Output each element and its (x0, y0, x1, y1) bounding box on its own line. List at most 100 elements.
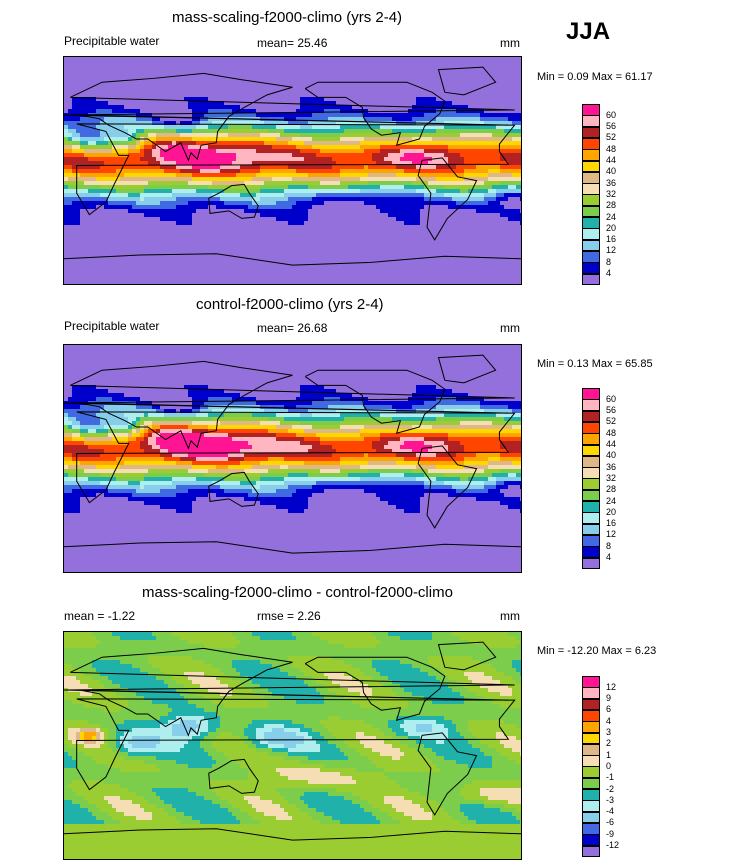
panel1-minmax-label: Min = 0.09 Max = 61.17 (537, 71, 653, 83)
panel3-map (63, 631, 522, 860)
panel1-units-label: mm (500, 36, 520, 50)
colorbar-tick-label: 16 (606, 234, 617, 245)
colorbar-box (582, 183, 600, 195)
colorbar-tick-label: 12 (606, 681, 617, 692)
colorbar-box (582, 534, 600, 547)
colorbar-tick-label: 0 (606, 760, 612, 771)
panel1-left-label: Precipitable water (64, 34, 160, 48)
panel2-mean-label: mean= 26.68 (257, 321, 328, 335)
colorbar-tick-label: -6 (606, 817, 615, 828)
colorbar-tick-label: 2 (606, 738, 612, 749)
colorbar-tick-label: 56 (606, 121, 617, 132)
colorbar-box (582, 115, 600, 128)
coastline (64, 541, 521, 554)
colorbar-box (582, 433, 600, 445)
coastline (76, 698, 516, 791)
colorbar-box (582, 467, 600, 479)
coastline (76, 123, 516, 216)
colorbar-tick-label: -3 (606, 794, 615, 805)
colorbar-box (582, 421, 600, 434)
panel1-mean-label: mean= 25.46 (257, 36, 328, 50)
colorbar-tick-label: 36 (606, 177, 617, 188)
colorbar-tick-label: 8 (606, 540, 612, 551)
coastline (437, 66, 497, 96)
colorbar-tick-label: 48 (606, 143, 617, 154)
panel3-units-label: mm (500, 609, 520, 623)
colorbar-box (582, 523, 600, 536)
colorbar-box (582, 512, 600, 525)
colorbar-tick-label: 20 (606, 222, 617, 233)
colorbar-tick-label: 4 (606, 268, 612, 278)
panel1-map (63, 56, 522, 285)
coastline (64, 253, 521, 266)
colorbar-tick-label: 56 (606, 405, 617, 416)
colorbar-box (582, 489, 600, 502)
colorbar-box (582, 755, 600, 767)
coastline (64, 360, 515, 450)
colorbar-tick-label: 40 (606, 166, 617, 177)
panel2-map-svg (64, 345, 521, 572)
coastline (208, 471, 259, 507)
colorbar-tick-label: 4 (606, 715, 612, 726)
colorbar-box (582, 205, 600, 218)
colorbar-tick-label: -12 (606, 840, 620, 850)
colorbar-box (582, 766, 600, 779)
coastline (76, 411, 516, 504)
colorbar-box (582, 822, 600, 835)
coastline (437, 354, 497, 384)
colorbar-tick-label: 60 (606, 393, 617, 404)
colorbar-tick-label: -1 (606, 772, 615, 783)
colorbar-box (582, 160, 600, 173)
coastline (64, 72, 515, 162)
colorbar-tick-label: 12 (606, 245, 617, 256)
colorbar-tick-label: 24 (606, 211, 617, 222)
colorbar-box (582, 546, 600, 558)
colorbar-tick-label: 3 (606, 727, 612, 737)
colorbar-tick-label: 48 (606, 427, 617, 438)
colorbar-box (582, 239, 600, 252)
panel3-mean-label: mean = -1.22 (64, 609, 136, 623)
colorbar-box (582, 676, 600, 688)
coastline (417, 157, 478, 241)
colorbar-tick-label: 12 (606, 529, 617, 540)
coastline (208, 183, 259, 219)
colorbar-tick-label: 40 (606, 450, 617, 461)
coastline (208, 758, 259, 794)
colorbar-box (582, 698, 600, 711)
colorbar-box (582, 721, 600, 733)
panel1-map-svg (64, 57, 521, 284)
colorbar-tick-label: 52 (606, 416, 617, 427)
panel2-units-label: mm (500, 321, 520, 335)
colorbar-tick-label: 24 (606, 495, 617, 506)
colorbar-box (582, 126, 600, 139)
colorbar-box (582, 687, 600, 700)
colorbar-box (582, 388, 600, 400)
colorbar-box (582, 478, 600, 491)
colorbar-box (582, 732, 600, 745)
colorbar-tick-label: 44 (606, 155, 617, 165)
colorbar-tick-label: 36 (606, 461, 617, 472)
colorbar-box (582, 149, 600, 161)
panel2-title: control-f2000-climo (yrs 2-4) (196, 296, 384, 313)
colorbar-box (582, 800, 600, 813)
colorbar-box (582, 262, 600, 274)
panel2-minmax-label: Min = 0.13 Max = 65.85 (537, 358, 653, 370)
colorbar-tick-label: 8 (606, 256, 612, 267)
coastline (417, 445, 478, 529)
colorbar-box (582, 501, 600, 513)
coastline (304, 656, 446, 722)
coastline (64, 647, 515, 737)
panel3-title: mass-scaling-f2000-climo - control-f2000… (142, 584, 453, 601)
colorbar-tick-label: 32 (606, 472, 617, 483)
colorbar-tick-label: 60 (606, 109, 617, 120)
coastline (417, 732, 478, 816)
colorbar-box (582, 444, 600, 457)
colorbar-box (582, 250, 600, 263)
colorbar-box (582, 709, 600, 722)
coastline (304, 81, 446, 147)
colorbar-box (582, 171, 600, 184)
colorbar-box (582, 217, 600, 229)
colorbar-tick-label: 32 (606, 188, 617, 199)
colorbar-box (582, 557, 600, 570)
colorbar-box (582, 137, 600, 150)
